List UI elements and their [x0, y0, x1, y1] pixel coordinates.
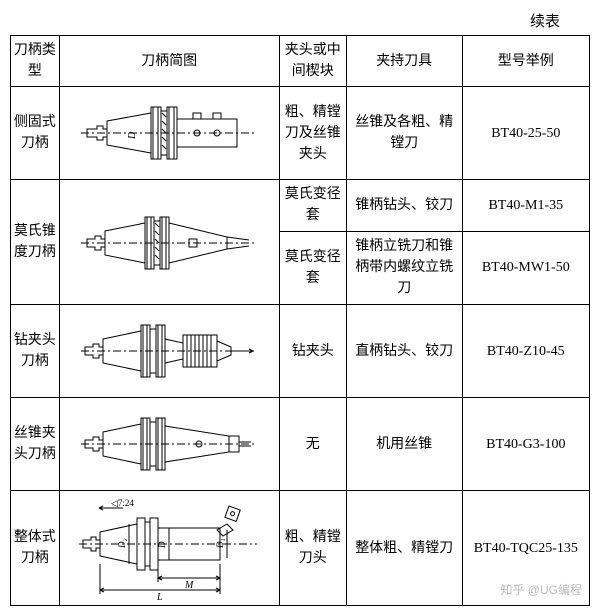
dim-L: L: [156, 592, 163, 602]
cell-chuck: 无: [279, 398, 346, 491]
cell-tool: 锥柄立铣刀和锥柄带内螺纹立铣刀: [346, 231, 462, 304]
cell-tool: 锥柄钻头、铰刀: [346, 180, 462, 232]
integral-diagram: ◁7:24 M L D₂ D D₁: [79, 494, 259, 602]
cell-type: 莫氏锥度刀柄: [11, 180, 60, 305]
table-row: 莫氏锥度刀柄: [11, 180, 590, 232]
table-row: 钻夹头刀柄: [11, 305, 590, 398]
header-diagram: 刀柄简图: [59, 36, 279, 87]
cell-model: BT40-G3-100: [462, 398, 589, 491]
table-row: 侧固式刀柄: [11, 87, 590, 180]
cell-type: 整体式刀柄: [11, 491, 60, 606]
dim-D2: D₂: [117, 538, 127, 549]
cell-diagram: [59, 180, 279, 305]
cell-tool: 整体粗、精镗刀: [346, 491, 462, 606]
header-model: 型号举例: [462, 36, 589, 87]
cell-diagram: ◁7:24 M L D₂ D D₁: [59, 491, 279, 606]
cell-type: 钻夹头刀柄: [11, 305, 60, 398]
cell-model: BT40-MW1-50: [462, 231, 589, 304]
cell-model: BT40-Z10-45: [462, 305, 589, 398]
svg-text:D: D: [127, 131, 138, 140]
continuation-label: 续表: [10, 10, 590, 31]
cell-type: 丝锥夹头刀柄: [11, 398, 60, 491]
cell-tool: 丝锥及各粗、精镗刀: [346, 87, 462, 180]
cell-tool: 直柄钻头、铰刀: [346, 305, 462, 398]
tap-chuck-diagram: [79, 402, 259, 486]
cell-model: BT40-25-50: [462, 87, 589, 180]
dim-D1: D₁: [215, 538, 225, 549]
header-chuck: 夹头或中间楔块: [279, 36, 346, 87]
morse-taper-diagram: [79, 187, 259, 297]
cell-chuck: 粗、精镗刀头: [279, 491, 346, 606]
tool-holder-table: 刀柄类型 刀柄简图 夹头或中间楔块 夹持刀具 型号举例 侧固式刀柄: [10, 35, 590, 606]
dim-D: D: [157, 541, 167, 549]
cell-diagram: [59, 398, 279, 491]
cell-chuck: 莫氏变径套: [279, 180, 346, 232]
cell-chuck: 钻夹头: [279, 305, 346, 398]
watermark: 知乎 @UG编程: [500, 581, 582, 598]
header-tool: 夹持刀具: [346, 36, 462, 87]
cell-tool: 机用丝锥: [346, 398, 462, 491]
dim-M: M: [184, 580, 194, 591]
cell-model: BT40-M1-35: [462, 180, 589, 232]
cell-diagram: [59, 305, 279, 398]
cell-chuck: 粗、精镗刀及丝锥夹头: [279, 87, 346, 180]
side-lock-diagram: D: [79, 91, 259, 175]
header-type: 刀柄类型: [11, 36, 60, 87]
cell-type: 侧固式刀柄: [11, 87, 60, 180]
cell-diagram: D: [59, 87, 279, 180]
taper-label: ◁7:24: [111, 498, 134, 508]
drill-chuck-diagram: [79, 309, 259, 393]
cell-chuck: 莫氏变径套: [279, 231, 346, 304]
table-row: 丝锥夹头刀柄: [11, 398, 590, 491]
